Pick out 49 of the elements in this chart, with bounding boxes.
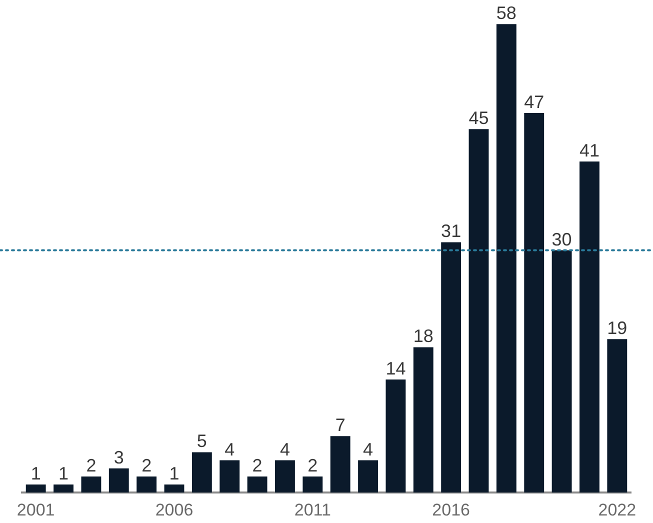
data-label: 1 <box>30 463 41 484</box>
data-label: 2 <box>142 455 152 476</box>
data-label: 7 <box>335 415 346 436</box>
data-label: 31 <box>441 221 462 242</box>
data-label: 58 <box>496 3 516 24</box>
bar <box>54 484 74 493</box>
data-label: 2 <box>308 455 318 476</box>
bar <box>108 468 129 493</box>
bar <box>136 476 157 493</box>
data-label: 3 <box>114 447 124 468</box>
bar <box>164 484 184 493</box>
bar <box>552 250 572 493</box>
bar <box>275 460 295 493</box>
data-label: 1 <box>169 463 180 484</box>
data-label: 47 <box>524 92 544 112</box>
bar <box>496 24 516 493</box>
bar <box>247 476 268 493</box>
data-label: 5 <box>196 431 207 452</box>
bar <box>580 161 600 493</box>
data-label: 4 <box>363 439 374 460</box>
bar <box>524 112 544 493</box>
data-label: 4 <box>224 439 235 460</box>
bar <box>358 460 378 493</box>
x-tick-label: 2001 <box>16 500 55 520</box>
x-tick-label: 2011 <box>294 500 331 520</box>
bar <box>81 476 102 493</box>
data-label: 45 <box>468 108 489 128</box>
data-label: 2 <box>252 455 262 476</box>
data-label: 19 <box>607 318 628 338</box>
x-tick-label: 2006 <box>155 500 194 520</box>
bar <box>607 339 628 493</box>
bar <box>330 436 350 493</box>
bar <box>220 460 240 493</box>
bar <box>386 380 406 493</box>
data-label: 14 <box>386 358 406 378</box>
bar <box>26 484 46 493</box>
bar <box>441 242 462 493</box>
data-label: 41 <box>579 140 600 160</box>
x-tick-label: 2016 <box>432 500 470 520</box>
data-label: 4 <box>280 439 290 460</box>
x-tick-label: 2022 <box>598 500 636 520</box>
bar <box>468 129 489 493</box>
data-label: 30 <box>552 229 572 250</box>
bar <box>302 476 323 493</box>
data-label: 2 <box>86 455 96 476</box>
data-label: 1 <box>58 463 69 484</box>
data-label: 18 <box>413 326 434 346</box>
bar <box>192 452 212 493</box>
bar <box>413 347 434 493</box>
